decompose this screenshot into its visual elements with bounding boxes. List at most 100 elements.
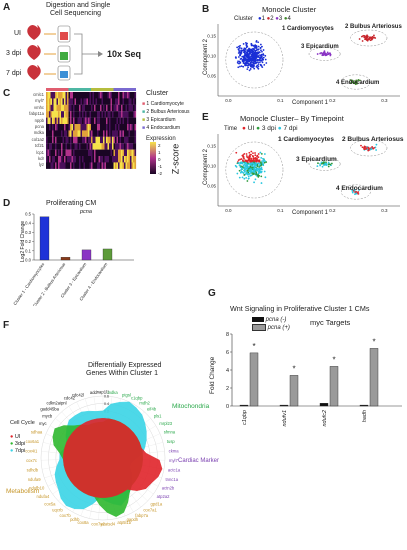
sample-3dpi: 3 dpi [6,50,22,57]
heatmap-cell [104,136,107,144]
heatmap-cell [56,130,59,137]
heatmap-cell [103,111,105,118]
y-tick-label: 0.15 [207,144,216,149]
heatmap-cell [101,143,104,150]
heatmap-cell [125,117,128,125]
scatter-point [326,51,329,54]
heatmap-cell [125,149,128,157]
heatmap-cell [127,124,129,131]
heatmap-cell [130,124,132,131]
heatmap-cell [107,130,110,137]
heatmap-cell [59,98,62,105]
heatmap-cell [133,130,135,137]
cluster-band [68,88,91,91]
panel-e: E Monocle Cluster– By Timepoint Time ● U… [200,110,407,218]
scatter-point [262,56,265,59]
heatmap-cell [64,124,66,131]
heatmap-cell [121,111,123,118]
heatmap-cell [89,149,92,157]
heatmap-cell [91,92,93,99]
scatter-point [264,160,266,163]
scatter-point [374,37,377,39]
heatmap-cell [103,162,105,169]
heatmap-cell [62,98,65,105]
heatmap-cell [86,111,89,118]
scatter-point [362,34,365,37]
heatmap-cell [49,162,51,169]
gene-label: myl7 [169,458,179,463]
heatmap-cell [91,156,93,163]
scatter-point [246,180,249,182]
heatmap-cell [56,156,59,163]
heatmap-cell [128,136,131,144]
heatmap-cell [122,117,125,125]
scatter-point [239,65,241,68]
scatter-point [329,163,332,166]
heatmap-cell [130,104,132,112]
scatter-point [322,53,325,56]
e-xlabel: Component 1 [292,210,329,216]
heatmap-cell [49,117,51,125]
heatmap-cell [109,162,111,169]
scatter-point [255,173,258,176]
heatmap-cell [52,92,54,99]
scatter-point [259,161,262,164]
panel-d-title: Proliferating CM [46,200,97,207]
heatmap-cell [109,92,111,99]
heatmap-cell [46,117,48,125]
x-tick-label: 0.1 [277,98,284,103]
heatmap-cell [79,111,81,118]
heatmap-cell [116,130,119,137]
heatmap-cell [97,104,99,112]
heatmap-cell [49,156,51,163]
scatter-point [250,60,253,62]
heatmap-cell [82,111,84,118]
heatmap-cell [56,136,59,144]
heatmap-cell [58,92,60,99]
heatmap-cell [68,92,71,99]
heatmap-cell [131,117,134,125]
heatmap-cell [52,104,54,112]
scatter-point [329,54,332,57]
scatter-point [354,193,356,196]
e-ylabel: Component 2 [203,148,210,186]
gene-list: cmlc1 myl7 vmhc fabp11a nppb pcna mdka col1a2… [29,92,44,168]
scatter-point [261,160,264,162]
gene-label: yeatsd4 [100,521,115,526]
scatter-point [238,47,241,49]
heatmap-cell [53,104,56,112]
heatmap-cell [82,124,84,131]
heatmap-cell [47,98,50,105]
heatmap-cell [46,162,48,169]
y-tick-label: 0.2 [25,239,31,244]
heatmap-cell [116,98,119,105]
heatmap-cell [62,162,65,169]
heatmap-cell [122,156,125,163]
x-tick-label: 0.0 [225,208,232,213]
heatmap-cell [55,149,57,157]
scatter-point [259,46,262,49]
heatmap-cell [109,136,111,144]
heatmap-cell [46,111,48,118]
heatmap-cell [58,124,60,131]
heatmap-cell [133,149,135,157]
heatmap-cell [50,104,53,112]
heatmap-cell [104,117,107,125]
scatter-point [256,174,259,177]
scatter-point [242,160,245,163]
scatter-point [317,162,319,165]
scatter-point [238,164,241,166]
heatmap-cell [106,143,108,150]
scatter-point [257,41,260,44]
heatmap-cell [107,98,110,105]
heatmap-cell [124,149,126,157]
heatmap-cell [103,104,105,112]
scatter-point [261,50,263,53]
cluster-ellipse [350,29,388,47]
heatmap-cell [86,104,89,112]
scatter-point [238,176,241,179]
scatter-point [243,174,246,176]
scatter-point [259,54,261,57]
x-tick-label: 0.3 [381,208,388,213]
heatmap-cell [124,162,126,169]
